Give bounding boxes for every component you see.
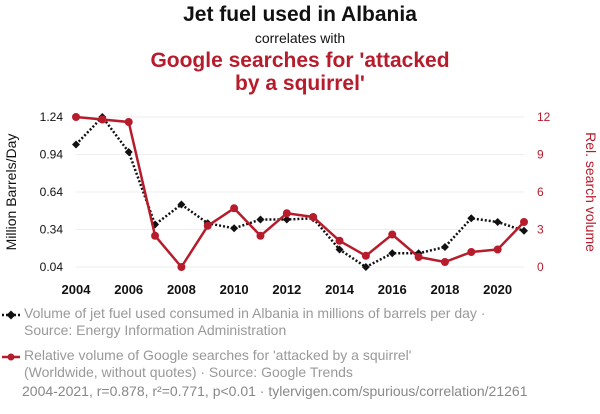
- legend-marker-searches: [2, 353, 20, 361]
- x-tick-label: 2014: [325, 282, 355, 297]
- data-point-searches: [440, 258, 449, 266]
- data-point-searches: [98, 115, 107, 124]
- legend-item-searches: Relative volume of Google searches for '…: [2, 347, 596, 381]
- data-point-jet-fuel: [520, 226, 528, 235]
- data-point-searches: [124, 118, 133, 126]
- chart-title: Jet fuel used in Albania: [183, 3, 417, 26]
- data-point-searches: [361, 251, 370, 260]
- legend-text-searches-2: (Worldwide, without quotes) · Source: Go…: [24, 364, 353, 380]
- legend-text-jet-fuel-2: Source: Energy Information Administratio…: [24, 322, 287, 338]
- data-point-jet-fuel: [493, 218, 502, 226]
- data-point-jet-fuel: [72, 140, 80, 149]
- right-tick-label: 0: [537, 260, 544, 274]
- data-point-searches: [151, 231, 160, 240]
- x-tick-label: 2020: [483, 282, 512, 297]
- left-tick-label: 0.34: [40, 223, 64, 237]
- data-point-searches: [520, 218, 528, 226]
- chart-subtitle: correlates with: [254, 30, 346, 46]
- right-tick-label: 3: [537, 223, 544, 237]
- x-tick-label: 2008: [167, 282, 196, 297]
- x-tick-label: 2010: [220, 282, 249, 297]
- data-point-searches: [282, 209, 291, 218]
- left-tick-label: 0.04: [40, 260, 64, 274]
- data-point-searches: [177, 263, 186, 271]
- data-point-jet-fuel: [124, 148, 133, 156]
- data-point-searches: [467, 248, 476, 256]
- legend-text-jet-fuel-1: Volume of jet fuel used consumed in Alba…: [24, 305, 486, 321]
- legend-marker-jet-fuel: [2, 310, 20, 320]
- left-axis-label: Million Barrels/Day: [3, 134, 19, 251]
- chart-title-secondary: Google searches for 'attacked by a squir…: [0, 49, 600, 95]
- series-line-jet-fuel: [75, 115, 525, 269]
- data-point-jet-fuel: [361, 263, 370, 271]
- legend-item-jet-fuel: Volume of jet fuel used consumed in Alba…: [2, 305, 596, 339]
- data-point-jet-fuel: [230, 224, 239, 233]
- legend-text-searches-1: Relative volume of Google searches for '…: [24, 347, 412, 363]
- data-point-searches: [256, 231, 265, 240]
- left-tick-label: 1.24: [40, 110, 64, 124]
- data-point-searches: [203, 221, 212, 230]
- data-point-jet-fuel: [256, 215, 265, 224]
- right-axis-label: Rel. search volume: [583, 132, 599, 252]
- data-point-jet-fuel: [388, 249, 397, 258]
- data-point-jet-fuel: [467, 214, 476, 223]
- title2-line1: Google searches for 'attacked: [150, 49, 450, 72]
- title2-line2: by a squirrel': [235, 72, 365, 95]
- data-point-searches: [309, 213, 318, 221]
- data-point-jet-fuel: [440, 243, 449, 251]
- data-point-searches: [72, 113, 80, 121]
- x-tick-label: 2006: [114, 282, 143, 297]
- data-point-jet-fuel: [177, 200, 186, 209]
- left-tick-label: 0.64: [40, 185, 64, 199]
- data-point-searches: [230, 204, 239, 213]
- data-point-searches: [388, 230, 397, 239]
- right-tick-label: 9: [537, 148, 544, 162]
- right-tick-label: 6: [537, 185, 544, 199]
- series-line-searches: [75, 115, 525, 269]
- x-tick-label: 2018: [430, 282, 459, 297]
- data-point-jet-fuel: [335, 245, 344, 254]
- x-tick-label: 2012: [272, 282, 301, 297]
- data-point-searches: [493, 245, 502, 254]
- data-point-searches: [335, 236, 344, 245]
- right-tick-label: 12: [537, 110, 551, 124]
- dual-axis-line-chart: 1.24 0.94 0.64 0.34 0.04 12 9 6 3 0 2004 2006 2008 20…: [3, 110, 599, 297]
- x-tick-label: 2004: [62, 282, 92, 297]
- footer-stats: 2004-2021, r=0.878, r²=0.771, p<0.01 · t…: [22, 383, 528, 399]
- left-tick-label: 0.94: [40, 148, 64, 162]
- data-point-searches: [414, 253, 423, 261]
- data-point-jet-fuel: [282, 215, 291, 224]
- x-tick-label: 2016: [378, 282, 407, 297]
